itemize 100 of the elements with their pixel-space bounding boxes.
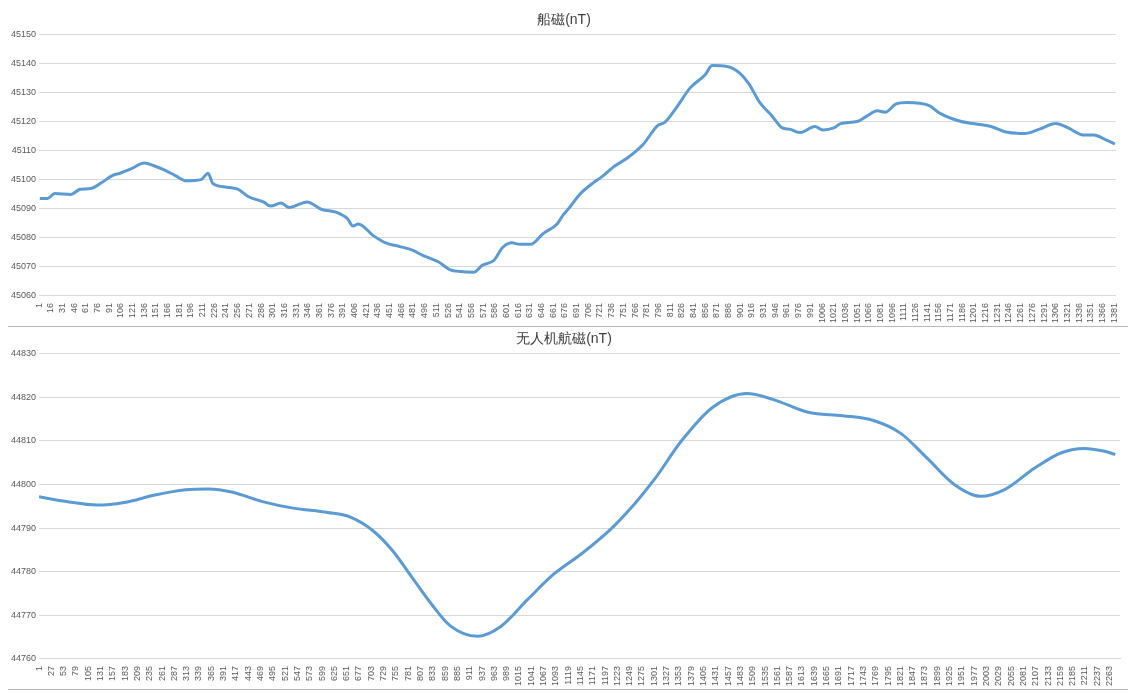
x-tick-label: 1613 xyxy=(796,665,807,687)
x-tick-label: 1015 xyxy=(513,665,524,687)
y-tick-label: 45140 xyxy=(11,58,37,69)
x-tick-label: 1231 xyxy=(991,302,1002,324)
x-tick-label: 1186 xyxy=(956,302,967,323)
x-tick-label: 346 xyxy=(302,302,313,319)
x-tick-label: 1126 xyxy=(910,302,920,323)
x-tick-label: 451 xyxy=(384,302,395,319)
x-tick-label: 313 xyxy=(181,665,192,682)
x-tick-label: 1457 xyxy=(722,665,733,687)
x-tick-label: 586 xyxy=(489,302,500,319)
x-tick-label: 443 xyxy=(242,665,253,682)
x-tick-label: 729 xyxy=(378,665,389,682)
x-tick-label: 677 xyxy=(353,665,364,682)
x-tick-label: 885 xyxy=(451,665,462,682)
x-tick-label: 976 xyxy=(793,302,804,319)
x-tick-label: 1509 xyxy=(747,665,758,687)
y-tick-label: 44810 xyxy=(11,435,37,446)
x-tick-label: 91 xyxy=(103,302,114,313)
x-tick-label: 271 xyxy=(243,302,254,319)
x-tick-label: 599 xyxy=(316,665,327,682)
x-tick-label: 616 xyxy=(512,302,523,319)
x-tick-label: 495 xyxy=(267,665,278,682)
x-tick-label: 1336 xyxy=(1073,302,1084,324)
x-tick-label: 196 xyxy=(185,302,196,319)
x-tick-label: 211 xyxy=(197,302,208,318)
x-tick-label: 1093 xyxy=(550,665,561,687)
x-tick-label: 2185 xyxy=(1067,665,1078,687)
x-tick-label: 16 xyxy=(45,302,56,313)
x-tick-label: 1275 xyxy=(636,665,647,687)
x-tick-label: 937 xyxy=(476,665,487,682)
x-tick-label: 1366 xyxy=(1096,302,1107,324)
x-tick-label: 241 xyxy=(220,302,231,319)
x-tick-label: 886 xyxy=(723,302,734,319)
x-tick-label: 209 xyxy=(131,665,142,682)
y-tick-label: 44770 xyxy=(11,609,37,620)
x-tick-label: 79 xyxy=(70,665,81,676)
x-tick-label: 1096 xyxy=(886,302,897,324)
y-tick-label: 45150 xyxy=(11,29,37,40)
x-tick-label: 2263 xyxy=(1104,665,1115,687)
x-tick-label: 916 xyxy=(746,302,757,319)
x-tick-label: 286 xyxy=(255,302,266,319)
x-tick-label: 1066 xyxy=(863,302,874,324)
x-tick-label: 1717 xyxy=(845,665,856,687)
x-tick-label: 691 xyxy=(571,302,582,319)
x-tick-label: 931 xyxy=(758,302,769,319)
x-tick-label: 601 xyxy=(500,302,511,319)
x-tick-label: 1691 xyxy=(833,665,844,687)
x-tick-label: 121 xyxy=(127,302,137,319)
x-tick-label: 331 xyxy=(290,302,301,319)
y-tick-label: 44830 xyxy=(11,348,37,359)
x-tick-label: 2211 xyxy=(1079,665,1090,686)
x-tick-label: 1873 xyxy=(919,665,930,687)
x-tick-label: 826 xyxy=(676,302,687,319)
x-tick-label: 963 xyxy=(488,665,499,682)
x-tick-label: 1081 xyxy=(874,302,885,324)
y-tick-label: 44790 xyxy=(11,522,37,533)
x-tick-label: 547 xyxy=(291,665,302,682)
x-tick-label: 1301 xyxy=(648,665,659,687)
x-tick-label: 1561 xyxy=(771,665,782,687)
x-tick-label: 1156 xyxy=(933,302,944,323)
y-tick-label: 45080 xyxy=(11,232,37,243)
x-tick-label: 27 xyxy=(45,665,56,676)
x-tick-label: 991 xyxy=(804,302,815,319)
x-tick-label: 1036 xyxy=(839,302,850,324)
x-tick-label: 811 xyxy=(664,302,675,318)
x-tick-label: 131 xyxy=(95,665,106,682)
x-tick-label: 1119 xyxy=(562,665,573,685)
y-tick-label: 44800 xyxy=(11,479,37,490)
x-tick-label: 1261 xyxy=(1015,302,1026,324)
x-tick-label: 339 xyxy=(193,665,204,682)
x-tick-label: 1171 xyxy=(945,302,956,323)
x-tick-label: 1197 xyxy=(599,665,610,686)
x-tick-label: 2133 xyxy=(1042,665,1053,687)
x-tick-label: 1216 xyxy=(980,302,991,324)
x-tick-label: 1021 xyxy=(828,302,839,324)
x-tick-label: 391 xyxy=(337,302,348,319)
x-tick-label: 481 xyxy=(407,302,418,319)
y-tick-label: 44820 xyxy=(11,391,37,402)
x-tick-label: 781 xyxy=(641,302,652,319)
x-tick-label: 1051 xyxy=(851,302,862,324)
x-tick-label: 157 xyxy=(107,665,118,682)
x-tick-label: 841 xyxy=(687,302,698,319)
x-tick-label: 1769 xyxy=(870,665,881,687)
x-tick-label: 1535 xyxy=(759,665,770,687)
x-tick-label: 651 xyxy=(341,665,352,682)
x-tick-label: 661 xyxy=(547,302,558,319)
x-tick-label: 151 xyxy=(150,302,161,319)
x-tick-label: 1381 xyxy=(1108,302,1119,324)
x-tick-label: 1006 xyxy=(816,302,827,324)
x-tick-label: 1977 xyxy=(968,665,979,687)
x-tick-label: 1145 xyxy=(574,665,585,686)
x-tick-label: 256 xyxy=(232,302,243,319)
line-series xyxy=(39,64,1116,274)
x-tick-label: 911 xyxy=(464,665,475,681)
x-tick-label: 1 xyxy=(33,665,44,671)
y-tick-label: 45130 xyxy=(11,87,37,98)
x-tick-label: 391 xyxy=(218,665,229,682)
x-tick-label: 421 xyxy=(360,302,371,319)
y-tick-label: 45090 xyxy=(11,203,37,214)
